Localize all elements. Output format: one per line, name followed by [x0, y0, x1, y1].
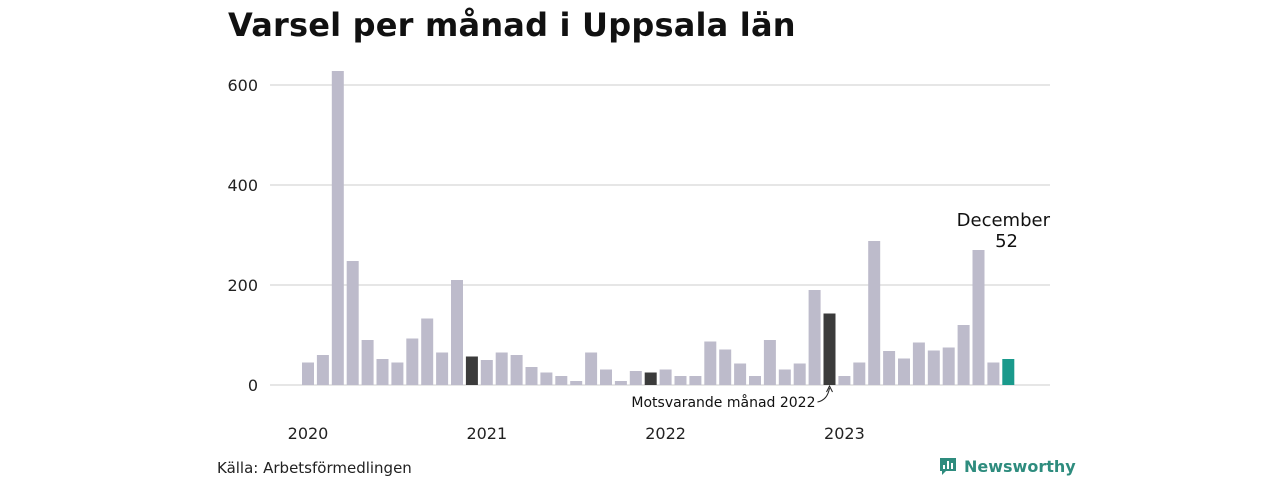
bar [540, 372, 553, 385]
annotation-arrow [817, 387, 830, 403]
bar [614, 381, 627, 385]
bar [927, 350, 940, 385]
bar [585, 352, 598, 385]
source-note: Källa: Arbetsförmedlingen [217, 459, 412, 477]
annotation-label: Motsvarande månad 2022 [631, 394, 815, 411]
bar [495, 352, 508, 385]
x-year-label: 2022 [645, 424, 686, 443]
bar [406, 338, 419, 385]
bar [719, 349, 732, 385]
y-tick-label: 200 [227, 276, 258, 295]
bar [361, 340, 374, 385]
bar [436, 352, 449, 385]
bar [644, 372, 657, 385]
bar [778, 369, 791, 385]
current-month-value: 52 [995, 231, 1018, 252]
x-year-label: 2020 [288, 424, 329, 443]
bar [451, 280, 463, 385]
bar [331, 71, 344, 385]
bar [391, 362, 404, 385]
bar [376, 359, 389, 385]
bar [838, 376, 851, 385]
bars [302, 71, 1015, 385]
gridlines [270, 84, 1050, 386]
y-axis-labels: 0 200 400 600 [227, 76, 258, 395]
bar [734, 363, 747, 385]
bar [749, 376, 761, 385]
bar [674, 376, 687, 385]
x-year-label: 2021 [466, 424, 507, 443]
bar [689, 376, 702, 385]
newsworthy-brand[interactable]: Newsworthy [938, 456, 1076, 476]
x-year-label: 2023 [824, 424, 865, 443]
chart-title: Varsel per månad i Uppsala län [228, 6, 796, 44]
bar [525, 367, 538, 385]
current-month-label: December [957, 210, 1051, 231]
bar [763, 340, 776, 385]
y-tick-label: 400 [227, 176, 258, 195]
bar [570, 381, 583, 385]
bar [808, 290, 821, 385]
bar [957, 325, 970, 385]
y-tick-label: 0 [248, 376, 258, 395]
bar [704, 341, 717, 385]
bar [912, 342, 925, 385]
bar [510, 355, 523, 385]
bar [987, 362, 1000, 385]
bar [942, 347, 955, 385]
bar [421, 318, 434, 385]
bar [883, 351, 896, 385]
bar [793, 363, 806, 385]
bar [629, 371, 642, 385]
bar [1002, 359, 1015, 385]
bar [600, 369, 612, 385]
bar [316, 355, 329, 385]
bar [972, 250, 985, 385]
annotation-arrowhead [826, 384, 833, 393]
y-tick-label: 600 [227, 76, 258, 95]
bar [853, 362, 866, 385]
brand-name: Newsworthy [964, 456, 1076, 476]
x-axis-labels: 2020 2021 2022 2023 [288, 424, 865, 443]
bar [555, 376, 568, 385]
newsworthy-logo-icon [940, 458, 956, 475]
bar [868, 241, 881, 385]
bar [465, 356, 478, 385]
bar [823, 313, 836, 385]
bar [346, 261, 359, 385]
bar [659, 369, 672, 385]
bar [898, 358, 910, 385]
bar [480, 360, 493, 385]
bar [302, 362, 314, 385]
